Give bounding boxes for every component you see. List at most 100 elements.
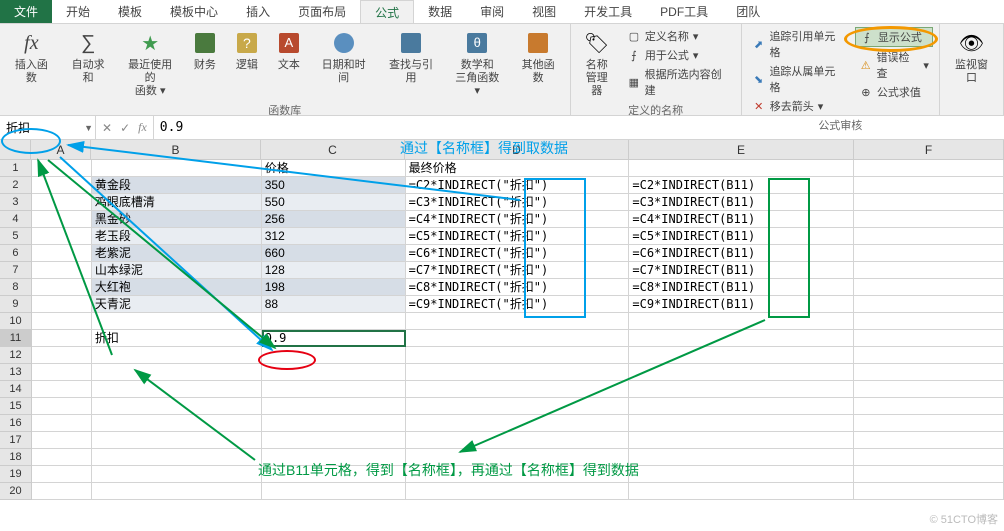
cell-D11[interactable] (406, 330, 630, 347)
cell-B18[interactable] (92, 449, 262, 466)
name-box[interactable]: ▼ (0, 116, 96, 139)
cell-A12[interactable] (32, 347, 92, 364)
tab-PDF工具[interactable]: PDF工具 (646, 0, 722, 23)
show-formulas-button[interactable]: ⨍显示公式 (855, 27, 933, 47)
cell-E16[interactable] (629, 415, 854, 432)
col-header-D[interactable]: D (405, 140, 629, 160)
cell-C13[interactable] (262, 364, 406, 381)
cell-D15[interactable] (406, 398, 630, 415)
cell-B2[interactable]: 黄金段 (92, 177, 262, 194)
cell-E12[interactable] (629, 347, 854, 364)
row-header-20[interactable]: 20 (0, 483, 32, 500)
trace-dependents-button[interactable]: ⬊追踪从属单元格 (748, 62, 849, 96)
row-header-3[interactable]: 3 (0, 194, 32, 211)
cell-F6[interactable] (854, 245, 1004, 262)
cell-A2[interactable] (32, 177, 92, 194)
cell-E13[interactable] (629, 364, 854, 381)
cell-A5[interactable] (32, 228, 92, 245)
cell-C3[interactable]: 550 (262, 194, 406, 211)
cell-A13[interactable] (32, 364, 92, 381)
row-header-18[interactable]: 18 (0, 449, 32, 466)
cell-A11[interactable] (32, 330, 92, 347)
row-header-15[interactable]: 15 (0, 398, 32, 415)
cell-C6[interactable]: 660 (262, 245, 406, 262)
watch-window-button[interactable]: 👁 监视窗口 (946, 27, 997, 87)
col-header-F[interactable]: F (854, 140, 1004, 160)
name-box-dropdown-icon[interactable]: ▼ (84, 123, 93, 133)
cell-E3[interactable]: =C3*INDIRECT(B11) (629, 194, 854, 211)
use-in-formula-button[interactable]: ⨍用于公式 ▾ (623, 46, 735, 64)
cell-D16[interactable] (406, 415, 630, 432)
insert-function-button[interactable]: fx 插入函数 (6, 27, 57, 87)
col-header-B[interactable]: B (91, 140, 261, 160)
cell-B6[interactable]: 老紫泥 (92, 245, 262, 262)
cell-E8[interactable]: =C8*INDIRECT(B11) (629, 279, 854, 296)
cell-A1[interactable] (32, 160, 92, 177)
cell-A15[interactable] (32, 398, 92, 415)
cancel-icon[interactable]: ✕ (102, 121, 112, 135)
lookup-button[interactable]: 查找与引用 (380, 27, 441, 87)
cell-D8[interactable]: =C8*INDIRECT("折扣") (406, 279, 630, 296)
recent-functions-button[interactable]: ★ 最近使用的函数 ▾ (119, 27, 180, 100)
cell-C2[interactable]: 350 (262, 177, 406, 194)
fx-icon-small[interactable]: fx (138, 120, 147, 135)
cell-D6[interactable]: =C6*INDIRECT("折扣") (406, 245, 630, 262)
cell-D19[interactable] (406, 466, 630, 483)
cell-E5[interactable]: =C5*INDIRECT(B11) (629, 228, 854, 245)
cell-B17[interactable] (92, 432, 262, 449)
cell-D20[interactable] (406, 483, 630, 500)
cell-F18[interactable] (854, 449, 1004, 466)
tab-插入[interactable]: 插入 (232, 0, 284, 23)
cell-C14[interactable] (262, 381, 406, 398)
row-header-17[interactable]: 17 (0, 432, 32, 449)
error-check-button[interactable]: ⚠错误检查 ▾ (855, 48, 933, 82)
evaluate-formula-button[interactable]: ⊕公式求值 (855, 83, 933, 101)
cell-C9[interactable]: 88 (262, 296, 406, 313)
cell-E20[interactable] (629, 483, 854, 500)
cell-C5[interactable]: 312 (262, 228, 406, 245)
cell-D10[interactable] (406, 313, 630, 330)
logical-button[interactable]: ? 逻辑 (229, 27, 265, 74)
cell-B8[interactable]: 大红袍 (92, 279, 262, 296)
cell-B14[interactable] (92, 381, 262, 398)
more-functions-button[interactable]: 其他函数 (513, 27, 564, 87)
cell-F8[interactable] (854, 279, 1004, 296)
cell-B7[interactable]: 山本绿泥 (92, 262, 262, 279)
cell-A20[interactable] (32, 483, 92, 500)
cell-B5[interactable]: 老玉段 (92, 228, 262, 245)
row-header-19[interactable]: 19 (0, 466, 32, 483)
cell-C20[interactable] (262, 483, 406, 500)
tab-页面布局[interactable]: 页面布局 (284, 0, 360, 23)
tab-开发工具[interactable]: 开发工具 (570, 0, 646, 23)
cell-F15[interactable] (854, 398, 1004, 415)
name-manager-button[interactable]: 🏷 名称管理器 (577, 27, 617, 100)
cell-B16[interactable] (92, 415, 262, 432)
tab-file[interactable]: 文件 (0, 0, 52, 23)
tab-公式[interactable]: 公式 (360, 0, 414, 23)
math-button[interactable]: θ 数学和三角函数 ▾ (448, 27, 507, 100)
cell-B13[interactable] (92, 364, 262, 381)
cell-E11[interactable] (629, 330, 854, 347)
cell-E15[interactable] (629, 398, 854, 415)
cell-A16[interactable] (32, 415, 92, 432)
cell-F3[interactable] (854, 194, 1004, 211)
cell-C7[interactable]: 128 (262, 262, 406, 279)
cell-F13[interactable] (854, 364, 1004, 381)
cell-F16[interactable] (854, 415, 1004, 432)
row-header-7[interactable]: 7 (0, 262, 32, 279)
cell-C10[interactable] (262, 313, 406, 330)
cell-A3[interactable] (32, 194, 92, 211)
cell-F7[interactable] (854, 262, 1004, 279)
cell-E17[interactable] (629, 432, 854, 449)
cell-D18[interactable] (406, 449, 630, 466)
cell-B1[interactable] (92, 160, 262, 177)
cell-D7[interactable]: =C7*INDIRECT("折扣") (406, 262, 630, 279)
cell-B11[interactable]: 折扣 (92, 330, 262, 347)
cell-C12[interactable] (262, 347, 406, 364)
cell-F14[interactable] (854, 381, 1004, 398)
cell-F9[interactable] (854, 296, 1004, 313)
cell-C8[interactable]: 198 (262, 279, 406, 296)
cell-D5[interactable]: =C5*INDIRECT("折扣") (406, 228, 630, 245)
cell-C11[interactable]: 0.9 (262, 330, 406, 347)
cell-D17[interactable] (406, 432, 630, 449)
